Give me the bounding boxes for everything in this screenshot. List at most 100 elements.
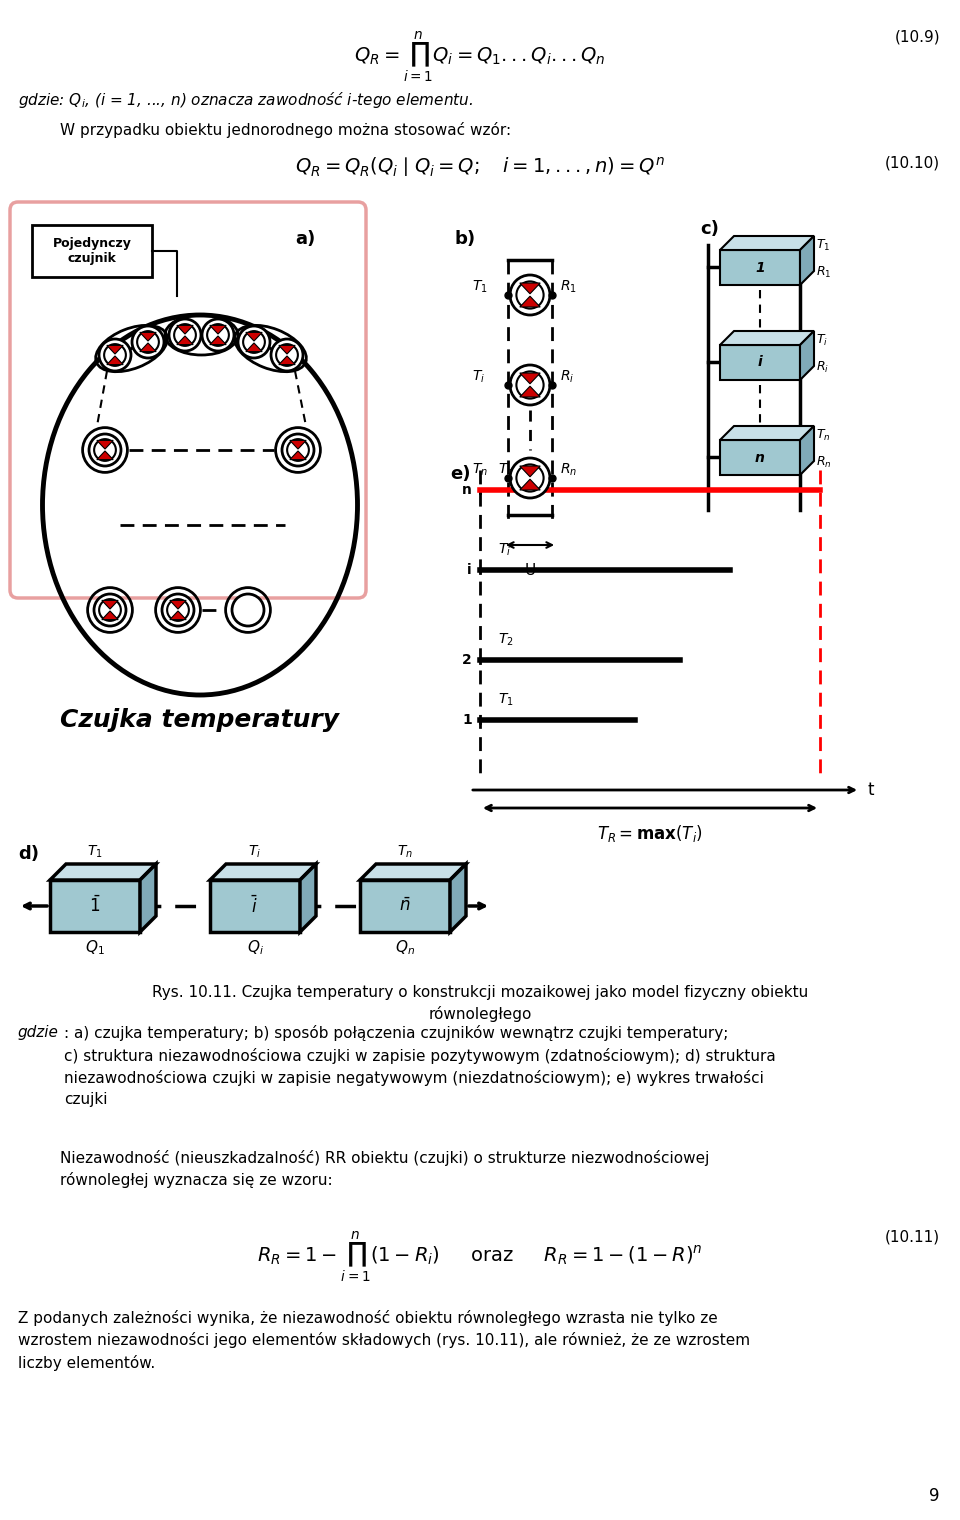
- Circle shape: [282, 435, 314, 467]
- Bar: [32, 225, 152, 277]
- Text: $Q_R = Q_R(Q_i \mid Q_i = Q; \quad i = 1,...,n) = Q^n$: $Q_R = Q_R(Q_i \mid Q_i = Q; \quad i = 1…: [295, 155, 665, 179]
- Text: a): a): [295, 230, 315, 248]
- Polygon shape: [800, 426, 814, 474]
- Text: gdzie: gdzie: [18, 1024, 59, 1040]
- Circle shape: [243, 331, 265, 353]
- Polygon shape: [360, 863, 466, 880]
- Polygon shape: [140, 344, 156, 351]
- Text: $Q_R = \prod_{i=1}^{n} Q_i = Q_1...Q_i...Q_n$: $Q_R = \prod_{i=1}^{n} Q_i = Q_1...Q_i..…: [354, 30, 606, 85]
- Circle shape: [207, 324, 228, 347]
- Polygon shape: [170, 600, 186, 610]
- Text: 1: 1: [463, 713, 472, 727]
- Polygon shape: [300, 863, 316, 932]
- Polygon shape: [140, 863, 156, 932]
- Circle shape: [99, 339, 131, 371]
- Polygon shape: [102, 611, 118, 620]
- Text: Niezawodność (nieuszkadzalność) RR obiektu (czujki) o strukturze niezwodnościowe: Niezawodność (nieuszkadzalność) RR obiek…: [60, 1151, 709, 1189]
- Polygon shape: [50, 880, 140, 932]
- Polygon shape: [97, 441, 113, 448]
- Polygon shape: [246, 344, 262, 351]
- Text: Z podanych zależności wynika, że niezawodność obiektu równoległego wzrasta nie t: Z podanych zależności wynika, że niezawo…: [18, 1310, 750, 1371]
- Text: $T_n$: $T_n$: [472, 462, 488, 479]
- Circle shape: [271, 339, 303, 371]
- Text: W przypadku obiektu jednorodnego można stosować wzór:: W przypadku obiektu jednorodnego można s…: [60, 122, 511, 138]
- Circle shape: [510, 275, 550, 315]
- Polygon shape: [800, 236, 814, 286]
- Text: $T_R = \mathbf{max}(T_i)$: $T_R = \mathbf{max}(T_i)$: [597, 822, 703, 844]
- Text: $T_1$: $T_1$: [498, 692, 514, 708]
- Text: $R_i$: $R_i$: [816, 359, 829, 374]
- Circle shape: [99, 599, 121, 620]
- Text: (10.9): (10.9): [895, 30, 940, 46]
- Polygon shape: [720, 249, 800, 286]
- Text: U: U: [524, 562, 536, 578]
- Circle shape: [94, 594, 126, 626]
- Polygon shape: [210, 336, 227, 345]
- Text: Czujka temperatury: Czujka temperatury: [60, 708, 340, 733]
- Polygon shape: [210, 880, 300, 932]
- Polygon shape: [450, 863, 466, 932]
- Text: i: i: [468, 562, 472, 578]
- Polygon shape: [800, 331, 814, 380]
- Circle shape: [516, 465, 543, 491]
- Polygon shape: [720, 439, 800, 474]
- Polygon shape: [97, 451, 113, 459]
- Polygon shape: [519, 467, 540, 477]
- Polygon shape: [720, 236, 814, 249]
- Text: $R_1$: $R_1$: [816, 264, 831, 280]
- Text: (10.11): (10.11): [885, 1230, 940, 1245]
- Polygon shape: [720, 426, 814, 439]
- Circle shape: [510, 458, 550, 499]
- Text: $R_1$: $R_1$: [560, 278, 577, 295]
- Polygon shape: [519, 296, 540, 307]
- FancyBboxPatch shape: [10, 202, 366, 597]
- Text: n: n: [462, 483, 472, 497]
- Polygon shape: [177, 336, 193, 345]
- Text: $T_1$: $T_1$: [472, 278, 488, 295]
- Text: $R_i$: $R_i$: [560, 369, 574, 385]
- Text: $Q_i$: $Q_i$: [247, 938, 263, 956]
- Polygon shape: [177, 325, 193, 334]
- Text: $R_R = 1 - \prod_{i=1}^{n}(1 - R_i)$     $\mathrm{oraz}$     $R_R = 1 - (1-R)^n$: $R_R = 1 - \prod_{i=1}^{n}(1 - R_i)$ $\m…: [257, 1230, 703, 1284]
- Text: $gdzie$: Q$_i$, (i = 1, ..., n) oznacza zawodność i-tego elementu.: $gdzie$: Q$_i$, (i = 1, ..., n) oznacza …: [18, 90, 473, 109]
- Text: (10.10): (10.10): [885, 155, 940, 170]
- Polygon shape: [50, 863, 156, 880]
- Circle shape: [202, 319, 234, 351]
- Polygon shape: [519, 372, 540, 383]
- Text: $\bar{i}$: $\bar{i}$: [252, 895, 258, 917]
- Text: 9: 9: [929, 1487, 940, 1505]
- Polygon shape: [290, 441, 306, 448]
- Text: $Q_n$: $Q_n$: [395, 938, 415, 956]
- Text: $T_i$: $T_i$: [472, 369, 485, 385]
- Text: $T_1$: $T_1$: [816, 237, 830, 252]
- Polygon shape: [720, 345, 800, 380]
- Text: $T_i$: $T_i$: [498, 541, 511, 558]
- Circle shape: [169, 319, 201, 351]
- Circle shape: [137, 331, 158, 353]
- Polygon shape: [519, 386, 540, 397]
- Polygon shape: [170, 611, 186, 620]
- Circle shape: [287, 439, 309, 461]
- Polygon shape: [360, 880, 450, 932]
- Text: e): e): [450, 465, 470, 483]
- Polygon shape: [278, 356, 295, 365]
- Polygon shape: [720, 331, 814, 345]
- Text: t: t: [868, 781, 875, 800]
- Circle shape: [162, 594, 194, 626]
- Polygon shape: [519, 479, 540, 489]
- Circle shape: [516, 371, 543, 398]
- Circle shape: [132, 325, 164, 359]
- Text: n: n: [756, 450, 765, 465]
- Text: $T_n$: $T_n$: [397, 844, 413, 860]
- Polygon shape: [102, 600, 118, 610]
- Text: $\bar{n}$: $\bar{n}$: [399, 897, 411, 915]
- Polygon shape: [278, 345, 295, 354]
- Polygon shape: [210, 863, 316, 880]
- Polygon shape: [210, 325, 227, 334]
- Polygon shape: [290, 451, 306, 459]
- Text: $T_2$: $T_2$: [498, 632, 514, 648]
- Text: d): d): [18, 845, 39, 863]
- Text: 2: 2: [463, 654, 472, 667]
- Circle shape: [167, 599, 189, 620]
- Polygon shape: [107, 356, 123, 365]
